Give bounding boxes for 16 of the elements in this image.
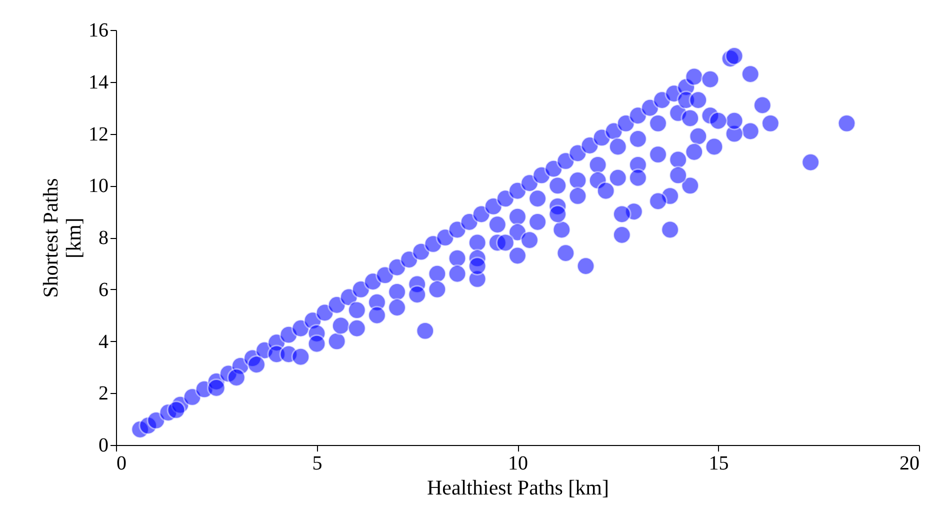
y-tick-label: 12 — [88, 123, 108, 146]
y-tick-label: 16 — [88, 20, 108, 42]
x-tick-label: 5 — [312, 452, 322, 474]
x-tick-label: 20 — [900, 452, 920, 474]
y-tick-label: 0 — [98, 434, 108, 456]
x-tick-label: 15 — [708, 452, 729, 474]
y-tick-label: 2 — [98, 382, 108, 405]
x-tick-label: 10 — [508, 452, 528, 474]
y-tick-label: 10 — [88, 175, 108, 198]
y-tick-label: 14 — [88, 71, 108, 94]
y-tick-label: 8 — [98, 227, 108, 249]
y-tick-label: 6 — [98, 278, 108, 301]
x-tick-label: 0 — [116, 452, 126, 474]
y-tick-label: 4 — [98, 330, 108, 353]
y-axis-title: Shortest Paths [km] — [38, 178, 86, 298]
x-axis-title: Healthiest Paths [km] — [427, 476, 609, 500]
